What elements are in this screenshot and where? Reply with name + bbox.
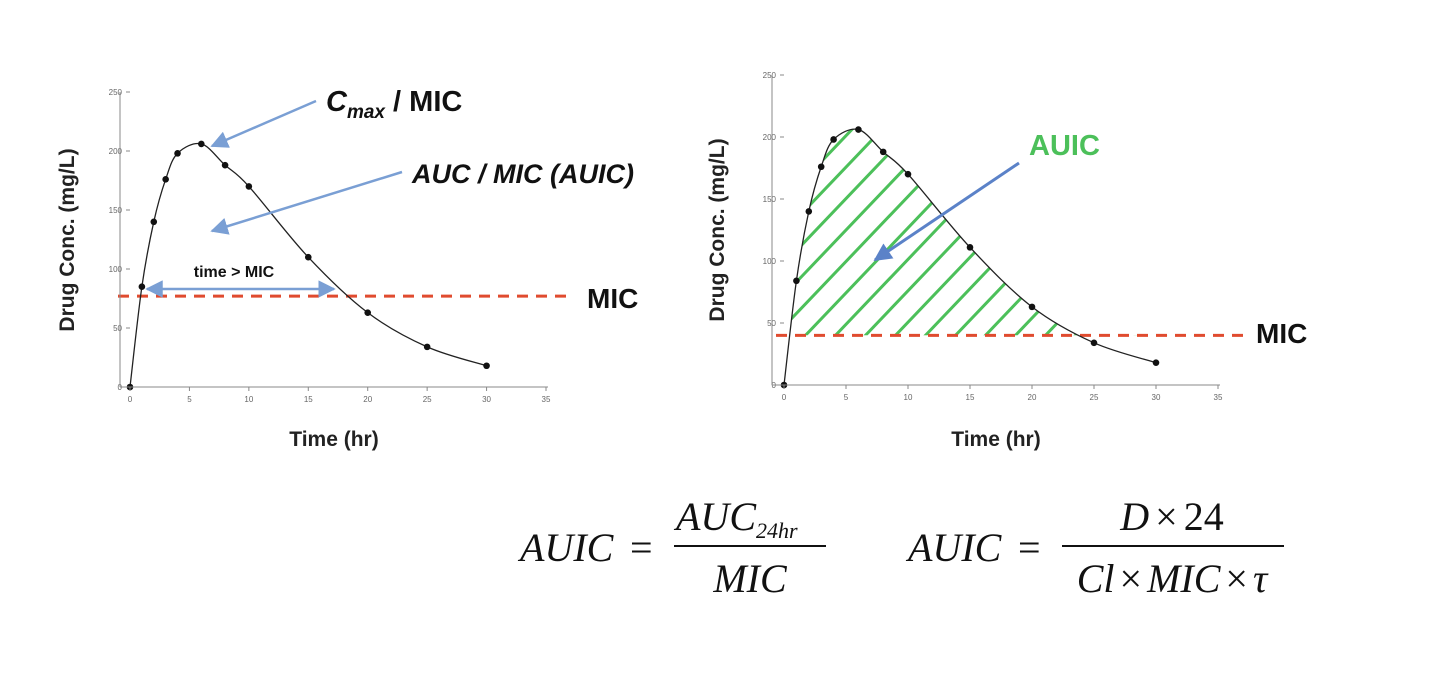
data-point: [817, 163, 825, 171]
data-point: [830, 136, 837, 143]
x-tick-label: 30: [1152, 393, 1161, 402]
x-tick-label: 10: [904, 393, 913, 402]
eq1-numerator: AUC24hr: [673, 494, 798, 543]
x-tick-label: 15: [966, 393, 975, 402]
x-tick-label: 15: [304, 395, 313, 404]
x-tick-label: 5: [844, 393, 849, 402]
hatch-line: [1274, 85, 1440, 347]
auic-arrow: [873, 161, 1020, 262]
x-tick-label: 30: [482, 395, 491, 404]
data-point: [304, 253, 312, 261]
concentration-curve: [783, 128, 1157, 386]
data-point: [483, 362, 490, 370]
eq1-equals: =: [630, 525, 653, 570]
hatch-line: [1062, 129, 1218, 336]
data-point: [879, 148, 887, 156]
data-point: [245, 183, 253, 190]
cmax-label: Cmax / MIC: [326, 86, 462, 123]
y-tick-label: 200: [763, 133, 777, 142]
auic-label: AUIC: [1029, 130, 1100, 162]
hatch-line: [1152, 129, 1218, 336]
auc-mic-label: AUC / MIC (AUIC): [411, 159, 634, 189]
data-point: [1152, 359, 1160, 366]
time-above-mic-label: time > MIC: [194, 264, 275, 281]
data-point: [966, 244, 974, 251]
x-tick-label: 0: [782, 393, 787, 402]
auc-arrow: [210, 170, 403, 235]
mic-label: MIC: [587, 283, 638, 314]
hatch-line: [784, 129, 1016, 336]
hatch-line: [524, 85, 774, 347]
equation-dose-over-clearance: AUIC = D × 24 Cl × MIC × τ: [905, 494, 1284, 601]
x-axis-title: Time (hr): [289, 428, 378, 451]
hatch-line: [784, 129, 986, 336]
hatch-line: [792, 129, 1046, 336]
data-point: [364, 309, 372, 316]
data-point: [162, 176, 169, 183]
data-point: [198, 140, 205, 148]
x-tick-label: 20: [363, 395, 372, 404]
eq2-lhs: AUIC: [905, 525, 1003, 570]
eq2-denominator: Cl × MIC × τ: [1077, 556, 1269, 601]
auic-hatched-area: [524, 85, 1440, 347]
eq2-equals: =: [1018, 525, 1041, 570]
hatch-line: [972, 129, 1218, 336]
data-point: [150, 218, 158, 226]
data-point: [805, 208, 813, 215]
x-axis-title: Time (hr): [951, 428, 1040, 451]
equation-auc-over-mic: AUIC = AUC24hr MIC: [517, 494, 826, 601]
hatch-line: [822, 129, 1076, 336]
cmax-arrow: [210, 99, 317, 148]
hatch-line: [1244, 85, 1440, 347]
hatch-line: [1002, 129, 1218, 336]
data-point: [138, 283, 146, 291]
x-tick-label: 35: [542, 395, 551, 404]
x-tick-label: 35: [1214, 393, 1223, 402]
data-point: [904, 170, 912, 178]
y-tick-label: 150: [109, 206, 123, 215]
eq2-numerator: D × 24: [1119, 494, 1223, 539]
y-tick-label: 100: [763, 257, 777, 266]
mic-label: MIC: [1256, 318, 1307, 349]
y-tick-label: 150: [763, 195, 777, 204]
data-point: [1090, 339, 1098, 347]
x-tick-label: 5: [187, 395, 192, 404]
x-tick-label: 25: [423, 395, 432, 404]
y-tick-label: 250: [109, 88, 123, 97]
data-point: [221, 161, 229, 169]
hatch-line: [852, 129, 1106, 336]
data-point: [423, 343, 431, 351]
x-tick-label: 25: [1090, 393, 1099, 402]
hatch-line: [784, 129, 896, 336]
data-point: [793, 277, 800, 285]
hatch-line: [784, 129, 866, 336]
hatch-line: [1122, 129, 1218, 336]
y-tick-label: 50: [113, 324, 122, 333]
hatch-line: [882, 129, 1136, 336]
hatch-line: [1092, 129, 1218, 336]
x-tick-label: 10: [244, 395, 253, 404]
hatch-line: [942, 129, 1196, 336]
hatch-line: [912, 129, 1166, 336]
y-tick-label: 200: [109, 147, 123, 156]
hatch-line: [1032, 129, 1218, 336]
data-point: [1028, 303, 1036, 311]
hatch-line: [1182, 129, 1218, 336]
y-axis-title: Drug Conc. (mg/L): [56, 148, 79, 331]
data-point: [855, 126, 862, 133]
y-tick-label: 100: [109, 265, 123, 274]
eq1-lhs: AUIC: [517, 525, 615, 570]
hatch-line: [1212, 129, 1218, 336]
y-tick-label: 250: [763, 71, 777, 80]
x-tick-label: 0: [128, 395, 133, 404]
hatch-line: [784, 129, 956, 336]
eq1-denominator: MIC: [712, 556, 788, 601]
x-tick-label: 20: [1028, 393, 1037, 402]
data-point: [174, 150, 181, 157]
y-axis-title: Drug Conc. (mg/L): [706, 138, 729, 321]
